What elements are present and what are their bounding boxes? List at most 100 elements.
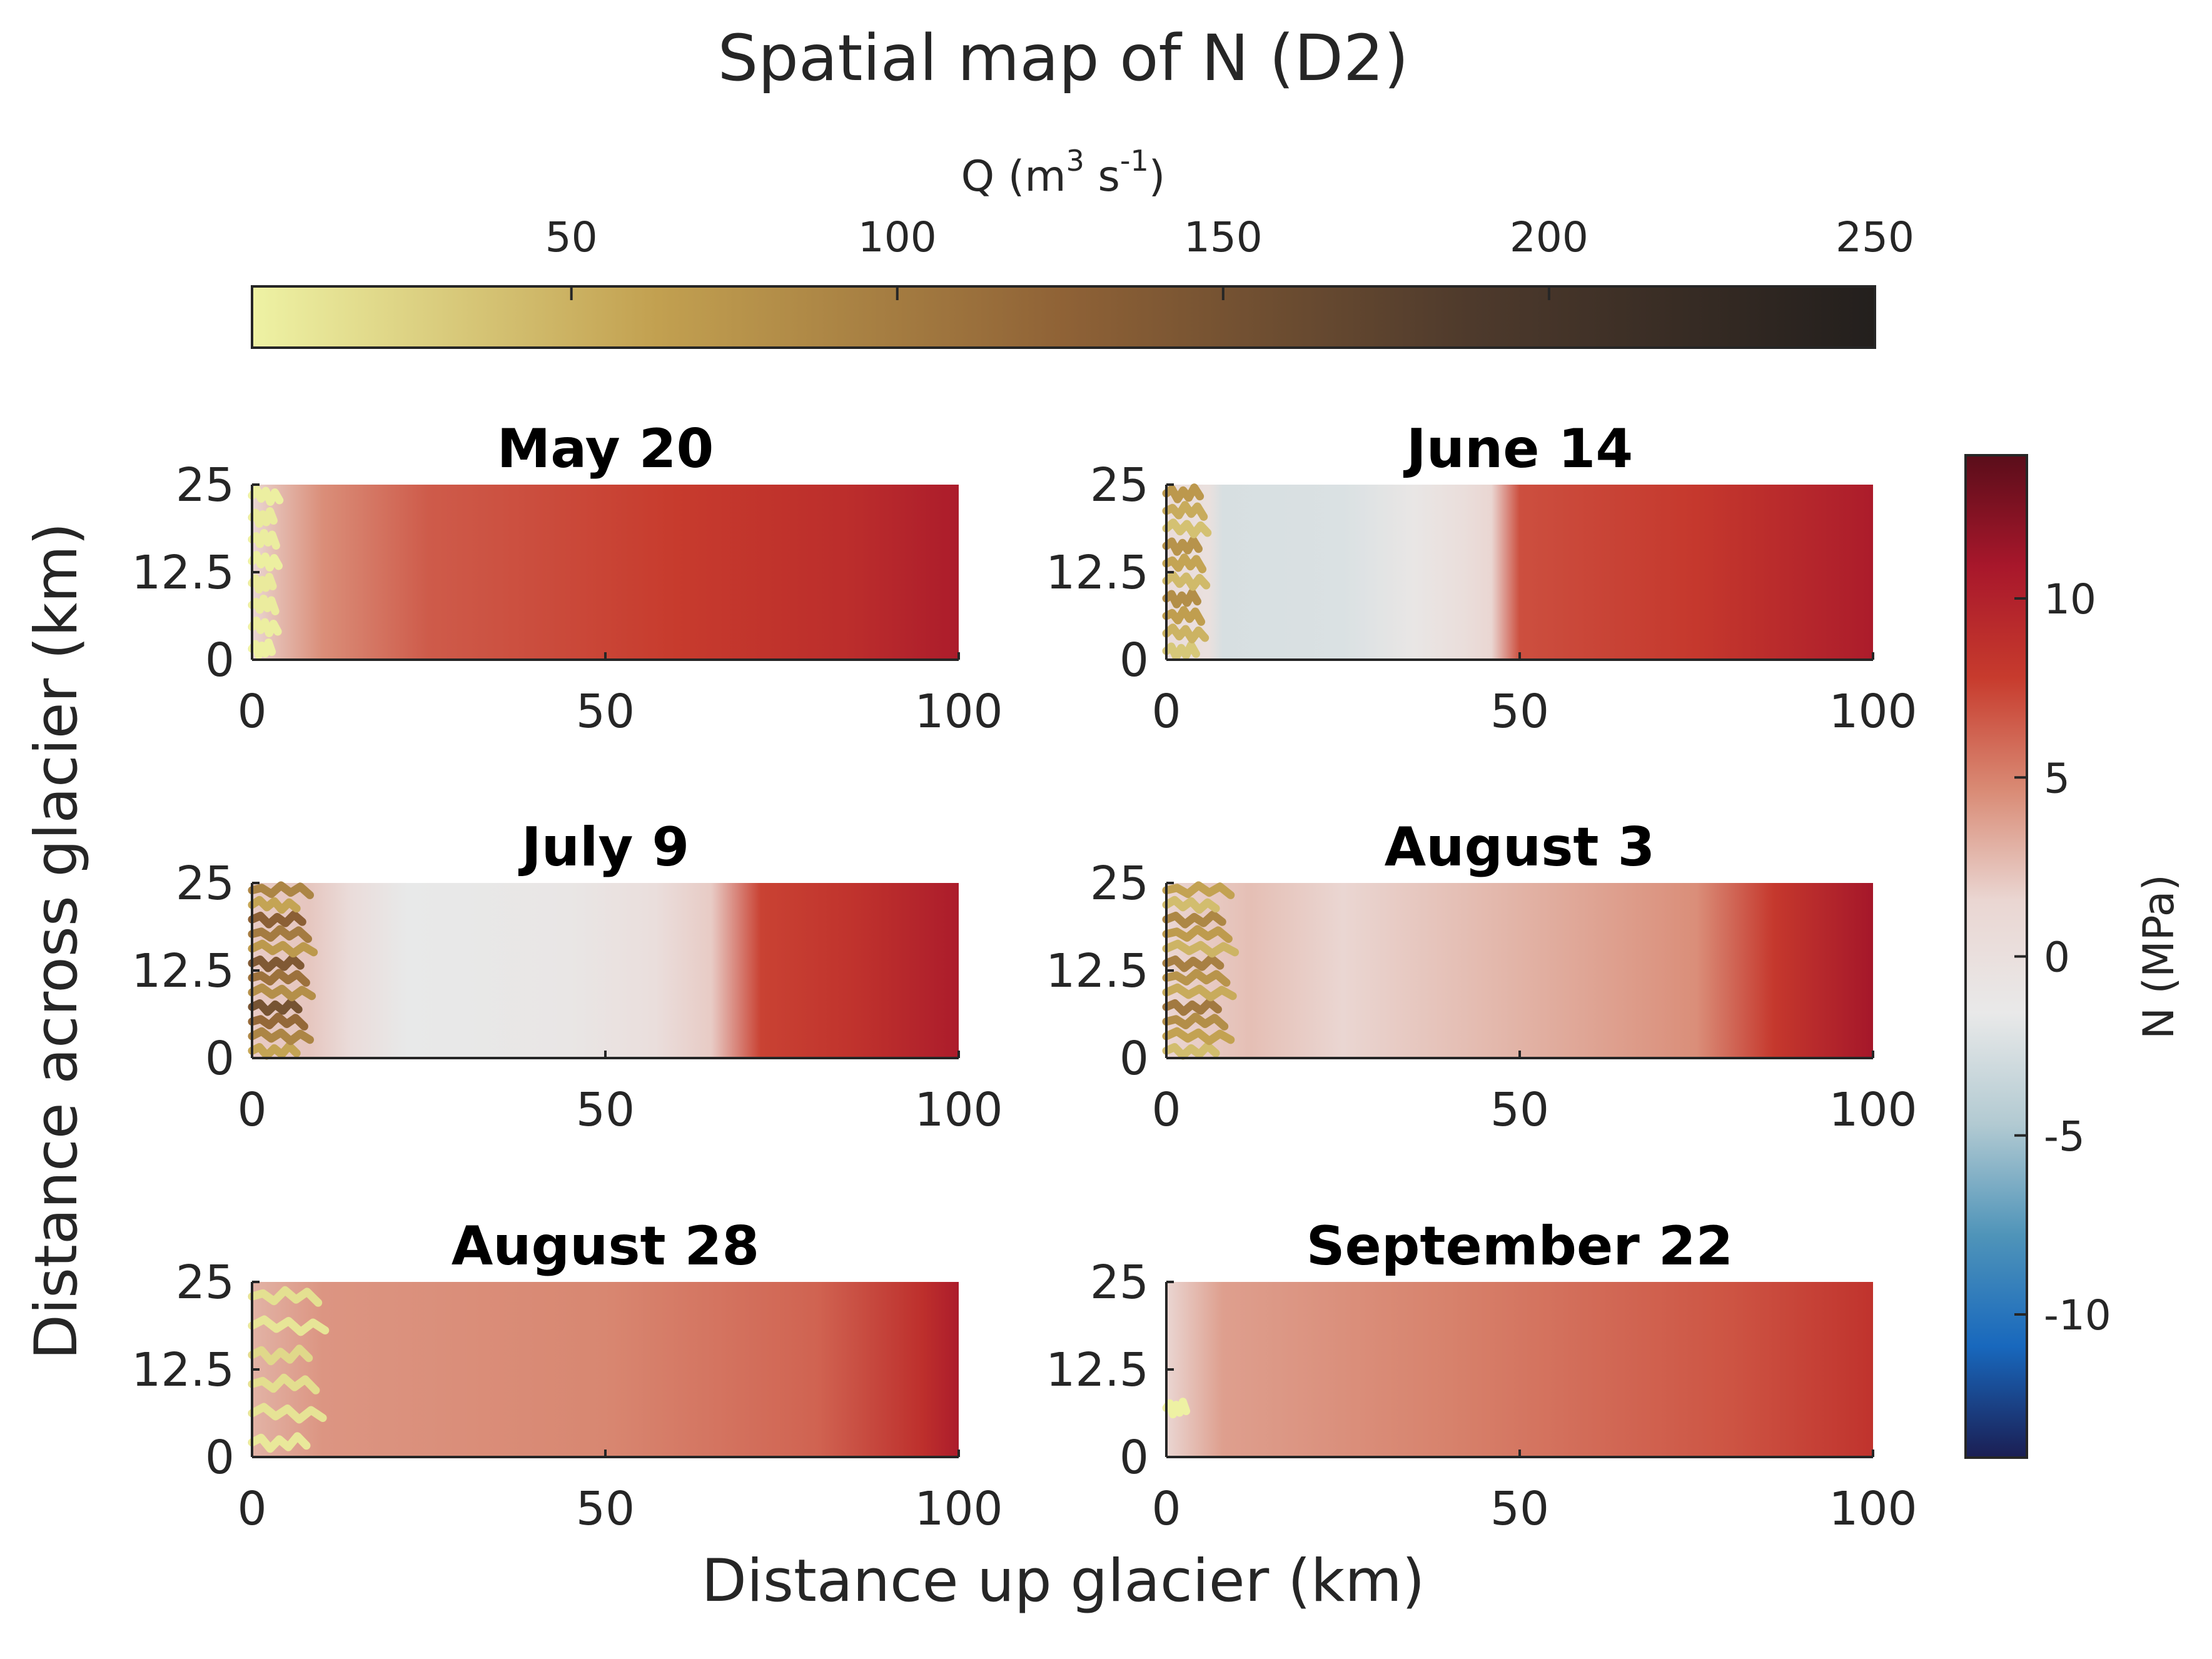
channel: [1162, 1027, 1235, 1046]
channel: [248, 1344, 313, 1366]
y-tick-label: 0: [1119, 1032, 1149, 1086]
n-field: [252, 1282, 959, 1457]
channel: [248, 969, 310, 987]
y-tick-label: 12.5: [1046, 944, 1149, 998]
channel: [248, 910, 306, 929]
y-tick-label: 25: [1090, 1256, 1149, 1309]
channel: [1162, 536, 1203, 556]
panel-6: September 22 0 50 100 0 12.5 25: [1046, 1215, 1917, 1536]
n-colorbar-tick-label: -10: [2044, 1291, 2111, 1339]
q-colorbar-tick-label: 150: [1184, 213, 1263, 261]
channel: [248, 998, 303, 1016]
x-tick-label: 100: [1829, 1083, 1917, 1137]
x-tick-label: 100: [1829, 1482, 1917, 1536]
channel: [1162, 571, 1211, 591]
channel: [248, 551, 283, 572]
x-tick-label: 50: [576, 1083, 635, 1137]
y-tick-label: 12.5: [1046, 1343, 1149, 1397]
panel-3: July 9 0 50 100 0 12.5 25: [131, 816, 1002, 1137]
channel: [248, 507, 278, 528]
y-tick-label: 25: [176, 857, 235, 910]
panel-title: July 9: [518, 816, 690, 879]
channel: [248, 485, 284, 506]
n-colorbar-tick-label: 0: [2044, 934, 2070, 982]
q-colorbar-label: Q (m3 s-1): [961, 144, 1166, 201]
channel: [248, 1286, 323, 1307]
q-colorbar: Q (m3 s-1) 50 100 150 200 250: [251, 144, 1914, 349]
channel: [1162, 925, 1233, 943]
y-tick-label: 0: [205, 633, 235, 687]
x-tick-label: 0: [237, 685, 266, 739]
channel: [1162, 1398, 1191, 1419]
channel: [1162, 969, 1231, 987]
channel: [248, 881, 314, 899]
n-field: [1166, 485, 1873, 660]
channel: [1162, 553, 1207, 573]
n-field: [1166, 883, 1873, 1058]
panel-1: May 20 0 50 100 0 12.5 25: [131, 418, 1002, 739]
channel: [1162, 501, 1208, 521]
channel: [1162, 518, 1212, 538]
channel: [1162, 1012, 1229, 1031]
channel: [1162, 483, 1204, 503]
y-tick-label: 25: [176, 1256, 235, 1309]
channel: [248, 1315, 330, 1336]
n-colorbar: 10 5 0 -5 -10 N (MPa): [1964, 454, 2184, 1459]
channel: [248, 638, 276, 659]
x-tick-label: 50: [1490, 1083, 1549, 1137]
x-tick-label: 100: [914, 1083, 1002, 1137]
q-colorbar-gradient: [251, 285, 1876, 349]
channel: [248, 595, 280, 615]
x-tick-label: 0: [1151, 685, 1181, 739]
channel: [248, 895, 301, 914]
channel: [1162, 1042, 1220, 1060]
n-colorbar-tick-label: -5: [2044, 1112, 2085, 1161]
y-tick-label: 12.5: [131, 1343, 235, 1397]
channel-network: [1162, 1398, 1191, 1419]
panel-title: August 28: [452, 1215, 759, 1278]
channel-network: [1162, 483, 1212, 661]
channel: [248, 1432, 311, 1453]
channel: [1162, 954, 1225, 972]
x-tick-label: 0: [1151, 1482, 1181, 1536]
q-colorbar-tick-label: 200: [1510, 213, 1588, 261]
x-axis-label: Distance up glacier (km): [702, 1547, 1425, 1615]
channel: [1162, 983, 1237, 1002]
n-field: [252, 485, 959, 660]
n-field: [252, 883, 959, 1058]
channel-network: [248, 881, 318, 1060]
channel: [248, 1403, 327, 1424]
x-tick-label: 0: [237, 1482, 266, 1536]
n-field: [1166, 1282, 1873, 1457]
channel: [1162, 939, 1240, 958]
panel-title: September 22: [1306, 1215, 1734, 1278]
panel-title: June 14: [1403, 418, 1633, 480]
panel-title: August 3: [1385, 816, 1655, 879]
y-tick-label: 25: [176, 458, 235, 512]
x-tick-label: 50: [576, 1482, 635, 1536]
x-tick-label: 100: [914, 685, 1002, 739]
x-tick-label: 100: [914, 1482, 1002, 1536]
channel-network: [248, 485, 284, 659]
x-tick-label: 50: [1490, 685, 1549, 739]
n-colorbar-tick-label: 10: [2044, 575, 2096, 623]
channel-network: [1162, 881, 1240, 1060]
y-tick-label: 25: [1090, 857, 1149, 910]
x-tick-label: 50: [1490, 1482, 1549, 1536]
figure-title: Spatial map of N (D2): [717, 21, 1408, 96]
channel: [248, 529, 280, 550]
panel-grid: May 20 0 50 100 0 12.5 25 June 14 0 50 100 0 12.5 25 J…: [131, 418, 1917, 1536]
channel: [248, 939, 318, 958]
channel: [248, 1012, 308, 1031]
panel-4: August 3 0 50 100 0 12.5 25: [1046, 816, 1917, 1137]
x-tick-label: 100: [1829, 685, 1917, 739]
panel-title: May 20: [497, 418, 714, 480]
channel: [248, 954, 305, 972]
channel: [1162, 895, 1220, 914]
channel: [1162, 623, 1210, 643]
channel: [248, 617, 282, 637]
channel: [248, 925, 312, 943]
q-colorbar-tick-label: 50: [545, 213, 598, 261]
q-colorbar-tick-label: 250: [1836, 213, 1914, 261]
